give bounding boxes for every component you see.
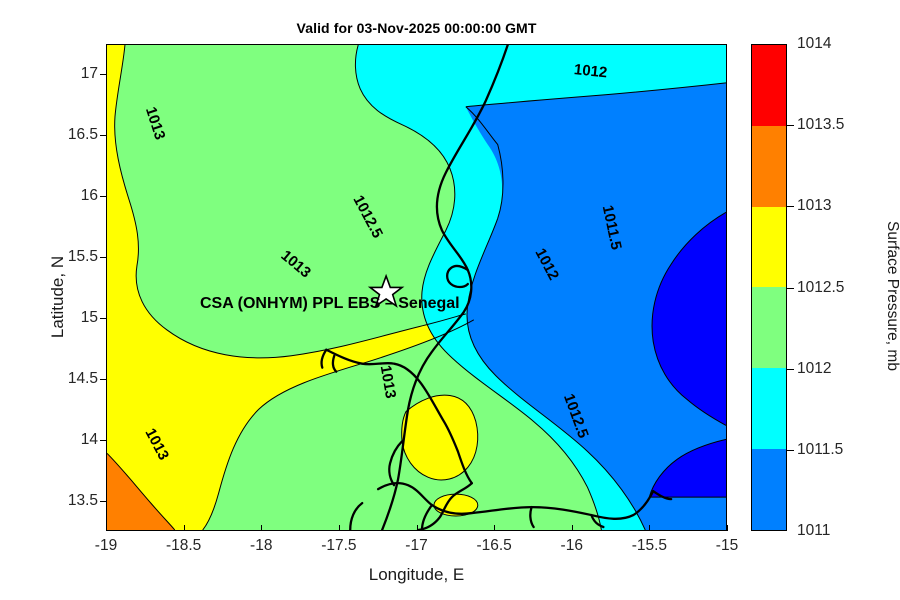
station-marker[interactable]	[367, 273, 405, 308]
x-tick-label: -17.5	[321, 537, 357, 554]
colorbar-tick-label: 1013	[797, 197, 832, 215]
colorbar-tick-label: 1014	[797, 35, 832, 52]
x-tick	[727, 525, 728, 531]
colorbar-tick-label: 1013.5	[797, 116, 845, 134]
x-tick-label: -17	[405, 537, 428, 554]
colorbar-band	[752, 449, 786, 530]
colorbar[interactable]	[751, 44, 787, 531]
region-1013-left	[107, 45, 474, 530]
y-tick-label: 14.5	[67, 369, 98, 387]
region-1013-inland	[401, 395, 478, 480]
y-tick-label: 13.5	[67, 491, 98, 509]
y-tick-label: 14	[80, 430, 98, 448]
x-tick-label: -16.5	[476, 537, 512, 554]
colorbar-band	[752, 287, 786, 369]
x-axis-title: Longitude, E	[368, 565, 465, 584]
colorbar-tick	[787, 368, 794, 370]
colorbar-tick-label: 1011.5	[797, 440, 844, 458]
x-tick-label: -16	[560, 537, 583, 554]
colorbar-band	[752, 206, 786, 288]
page-title: Valid for 03-Nov-2025 00:00:00 GMT	[296, 20, 537, 36]
colorbar-tick	[787, 206, 794, 208]
colorbar-tick-label: 1012	[797, 359, 832, 377]
x-tick-label: -18.5	[165, 537, 202, 554]
colorbar-tick	[787, 449, 794, 451]
region-1011p5	[465, 82, 726, 530]
y-tick-label: 15	[80, 308, 98, 326]
colorbar-tick	[787, 125, 794, 127]
colorbar-tick	[787, 287, 794, 289]
x-tick-label: -15.5	[631, 537, 668, 554]
y-axis-title: Latitude, N	[48, 255, 67, 339]
map-plot-area[interactable]: 1013 1013 1013 1013 1012.5 1012.5 1012 1…	[106, 44, 727, 531]
station-label: CSA (ONHYM) PPL EBS – Senegal	[200, 295, 460, 312]
y-tick-label: 16	[80, 187, 98, 205]
x-tick-label: -19	[94, 537, 118, 554]
colorbar-tick-label: 1012.5	[797, 278, 845, 296]
contour-lines	[107, 45, 726, 530]
colorbar-band	[752, 45, 786, 126]
pressure-contour-map	[107, 45, 726, 530]
colorbar-band	[752, 125, 786, 207]
x-tick-label: -18	[250, 537, 273, 554]
region-1011-lower	[649, 439, 726, 498]
y-tick-label: 16.5	[67, 126, 98, 144]
y-tick-label: 15.5	[67, 248, 98, 266]
coastline	[320, 45, 673, 530]
colorbar-title: Surface Pressure, mb	[884, 221, 900, 371]
y-tick-label: 17	[80, 65, 98, 83]
colorbar-tick-label: 1011	[797, 522, 831, 539]
x-tick-label: -15	[715, 537, 739, 554]
colorbar-band	[752, 368, 786, 450]
contour-label-1012-n: 1012	[573, 61, 609, 82]
